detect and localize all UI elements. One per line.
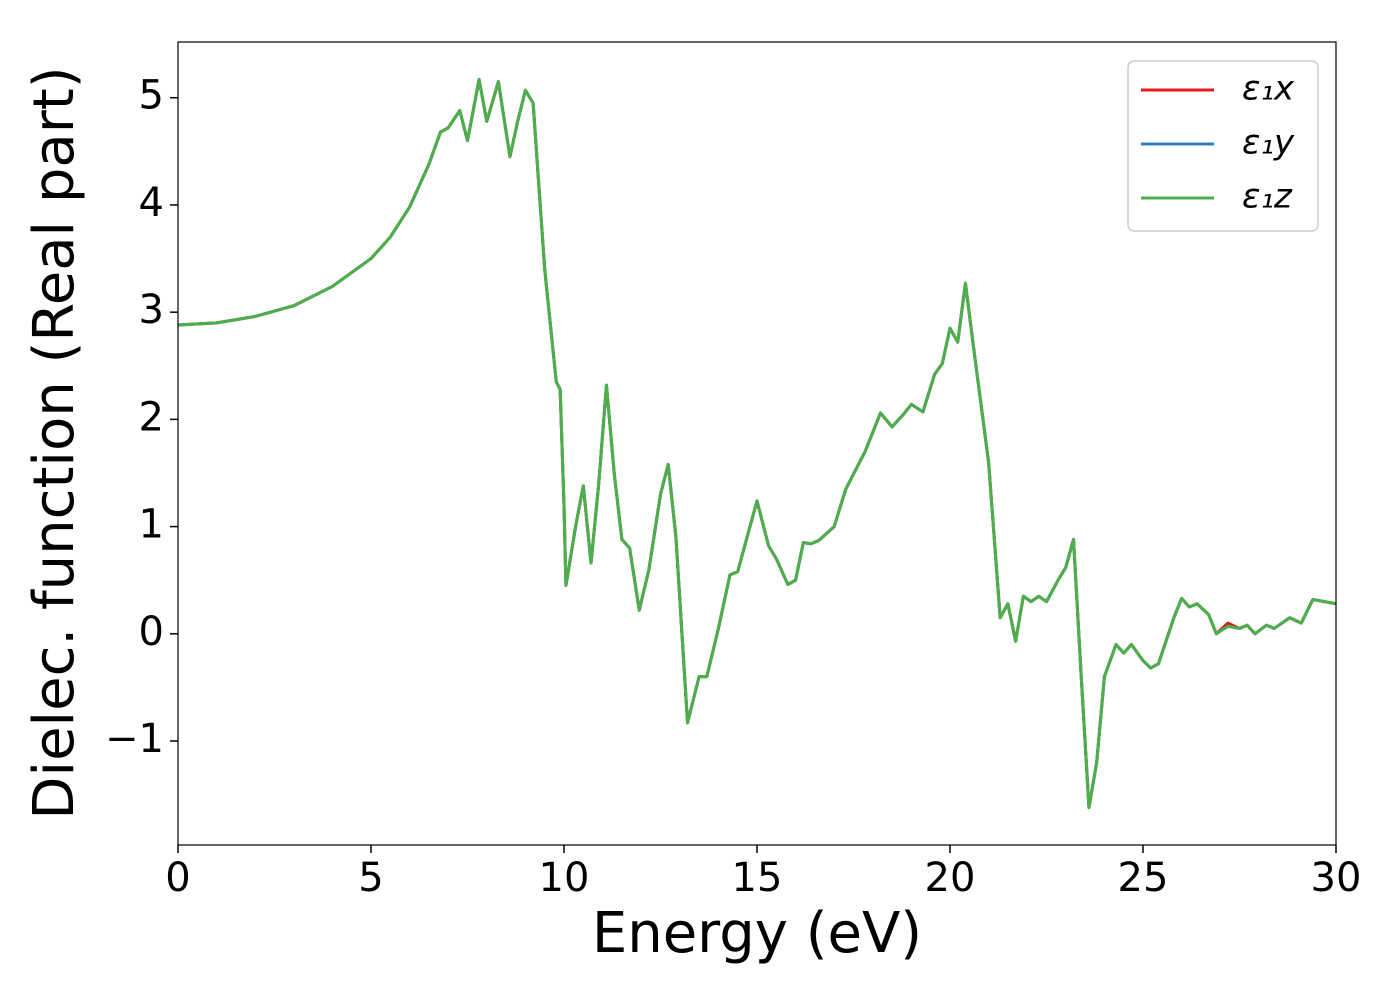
x-tick-label: 25 [1118, 855, 1169, 901]
x-tick-label: 30 [1311, 855, 1362, 901]
x-tick-label: 5 [358, 855, 383, 901]
legend-label: ε₁x [1242, 69, 1295, 109]
x-tick-label: 20 [925, 855, 976, 901]
plot-frame [177, 41, 1337, 846]
x-tick-label: 15 [732, 855, 783, 901]
x-tick-label: 10 [539, 855, 590, 901]
x-tick-label: 0 [165, 855, 190, 901]
y-tick-label: 5 [139, 73, 164, 119]
y-tick-label: 0 [139, 609, 164, 655]
y-tick-label: 1 [139, 502, 164, 548]
y-tick-label: 3 [139, 287, 164, 333]
legend-box [1127, 60, 1319, 232]
legend-label: ε₁y [1242, 123, 1295, 163]
y-tick-label: −1 [105, 716, 164, 762]
series-line [178, 78, 1336, 809]
y-tick-label: 2 [139, 394, 164, 440]
legend-label: ε₁z [1242, 177, 1293, 217]
x-axis-label: Energy (eV) [592, 901, 922, 966]
y-tick-label: 4 [139, 180, 164, 226]
y-axis-label: Dielec. function (Real part) [22, 66, 87, 819]
